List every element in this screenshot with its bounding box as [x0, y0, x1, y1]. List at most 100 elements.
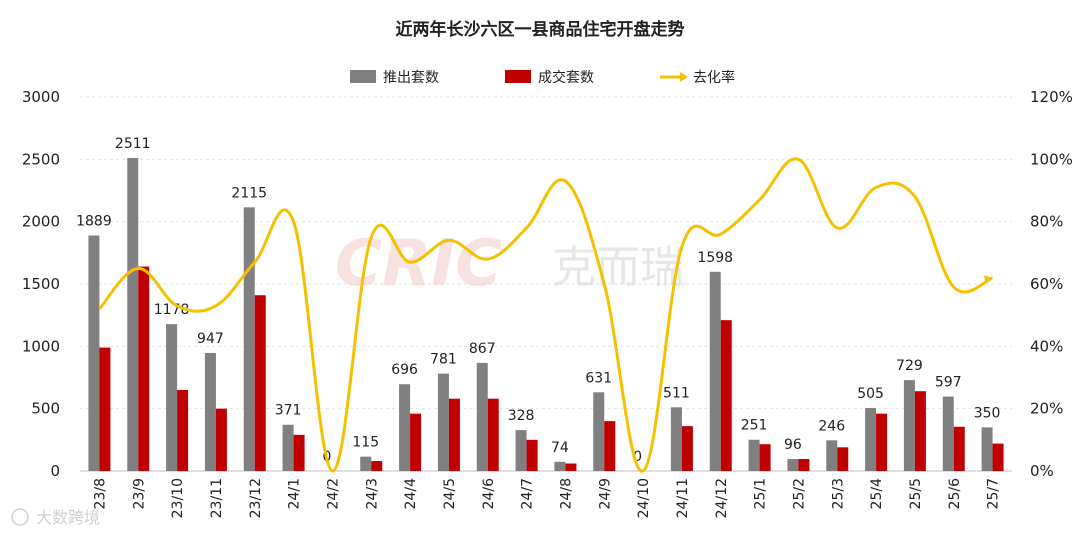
- x-tick-label: 25/6: [947, 478, 963, 510]
- bar-value-label: 1598: [697, 250, 733, 266]
- watermark: CRIC 克而瑞: [335, 227, 684, 301]
- bar: [720, 320, 732, 471]
- bar: [437, 373, 449, 471]
- bar: [399, 384, 411, 471]
- bar-value-label: 96: [784, 437, 802, 453]
- legend-swatch: [505, 70, 531, 83]
- bar: [243, 207, 255, 471]
- bar-value-label: 2511: [115, 136, 151, 152]
- line-series: [98, 157, 994, 473]
- bar: [476, 362, 488, 471]
- bar: [876, 413, 888, 471]
- y-right-tick-label: 100%: [1030, 150, 1073, 168]
- bar: [865, 408, 877, 471]
- x-tick-label: 24/6: [481, 478, 497, 510]
- chart-title: 近两年长沙六区一县商品住宅开盘走势: [396, 19, 685, 40]
- bar-value-label: 505: [857, 386, 884, 402]
- legend-label: 去化率: [693, 69, 735, 86]
- bar: [826, 440, 838, 471]
- bar: [515, 430, 527, 471]
- footer-logo-icon: [11, 508, 29, 526]
- bar-value-label: 696: [391, 362, 418, 378]
- bar: [554, 461, 566, 471]
- y-right-tick-label: 120%: [1030, 88, 1073, 106]
- y-left-tick-label: 500: [31, 400, 60, 418]
- bar: [282, 424, 294, 471]
- legend: 推出套数 成交套数 去化率: [350, 69, 735, 86]
- legend-arrow-icon: [680, 72, 688, 82]
- x-tick-label: 25/5: [908, 478, 924, 509]
- y-right-tick-label: 80%: [1030, 213, 1063, 231]
- bar: [953, 426, 965, 471]
- bar: [204, 352, 216, 471]
- bar-value-label: 511: [663, 385, 690, 401]
- bar-value-label: 74: [551, 440, 569, 456]
- y-axis-right: 0% 20% 40% 60% 80% 100% 120%: [1030, 88, 1073, 480]
- bar: [670, 407, 682, 471]
- bar: [127, 157, 139, 471]
- x-tick-label: 23/12: [248, 478, 264, 518]
- x-tick-label: 23/10: [170, 478, 186, 518]
- bar-value-label: 781: [430, 352, 457, 368]
- bar: [914, 391, 926, 471]
- x-tick-label: 24/9: [597, 478, 613, 509]
- bar-value-label: 947: [197, 331, 224, 347]
- watermark-text: 克而瑞: [552, 242, 684, 293]
- bar: [942, 396, 954, 471]
- footer-mark-text: 大数跨境: [36, 508, 100, 527]
- bar: [215, 408, 227, 471]
- bar: [798, 459, 810, 471]
- y-right-tick-label: 20%: [1030, 400, 1063, 418]
- bar: [604, 421, 616, 471]
- x-tick-label: 23/9: [131, 478, 147, 509]
- x-tick-label: 25/1: [753, 478, 769, 509]
- x-tick-label: 24/1: [287, 478, 303, 509]
- bar: [593, 392, 605, 471]
- gridlines: [80, 96, 1012, 472]
- bar: [748, 439, 760, 471]
- y-right-tick-label: 60%: [1030, 275, 1063, 293]
- bar-value-label: 115: [352, 435, 379, 451]
- x-tick-label: 24/7: [520, 478, 536, 509]
- bar: [565, 463, 577, 471]
- y-left-tick-label: 2000: [22, 213, 60, 231]
- bar: [371, 461, 383, 471]
- bar: [681, 426, 693, 471]
- bar-value-label: 246: [818, 418, 845, 434]
- bar: [254, 295, 266, 471]
- bar: [709, 271, 721, 471]
- bar: [99, 347, 111, 471]
- bar-value-label: 2115: [231, 185, 267, 201]
- bar: [903, 380, 915, 471]
- x-tick-label: 24/4: [403, 478, 419, 510]
- y-right-tick-label: 40%: [1030, 337, 1063, 355]
- bar: [759, 444, 771, 471]
- bar: [177, 389, 189, 471]
- bar-value-label: 729: [896, 358, 923, 374]
- x-tick-label: 24/12: [714, 478, 730, 518]
- bar-value-label: 0: [633, 449, 642, 465]
- x-tick-label: 24/5: [442, 478, 458, 509]
- bar-value-label: 350: [974, 405, 1001, 421]
- bar: [526, 439, 538, 471]
- bar: [138, 266, 150, 471]
- bar-value-label: 597: [935, 375, 962, 391]
- bar: [410, 413, 422, 471]
- x-tick-label: 24/8: [558, 478, 574, 509]
- bar-value-label: 631: [585, 370, 612, 386]
- x-tick-label: 24/2: [325, 478, 341, 509]
- bar-value-label: 328: [508, 408, 535, 424]
- legend-label: 成交套数: [538, 69, 594, 86]
- y-left-tick-label: 0: [50, 462, 60, 480]
- bar: [992, 443, 1004, 471]
- bar: [166, 324, 178, 471]
- bar: [360, 456, 372, 471]
- legend-label: 推出套数: [383, 70, 439, 86]
- x-tick-label: 24/10: [636, 478, 652, 518]
- x-tick-label: 24/3: [364, 478, 380, 509]
- y-axis-left: 0 500 1000 1500 2000 2500 3000: [22, 88, 60, 480]
- bar-value-label: 371: [275, 403, 302, 419]
- bar: [448, 398, 460, 471]
- x-tick-label: 23/11: [209, 478, 225, 518]
